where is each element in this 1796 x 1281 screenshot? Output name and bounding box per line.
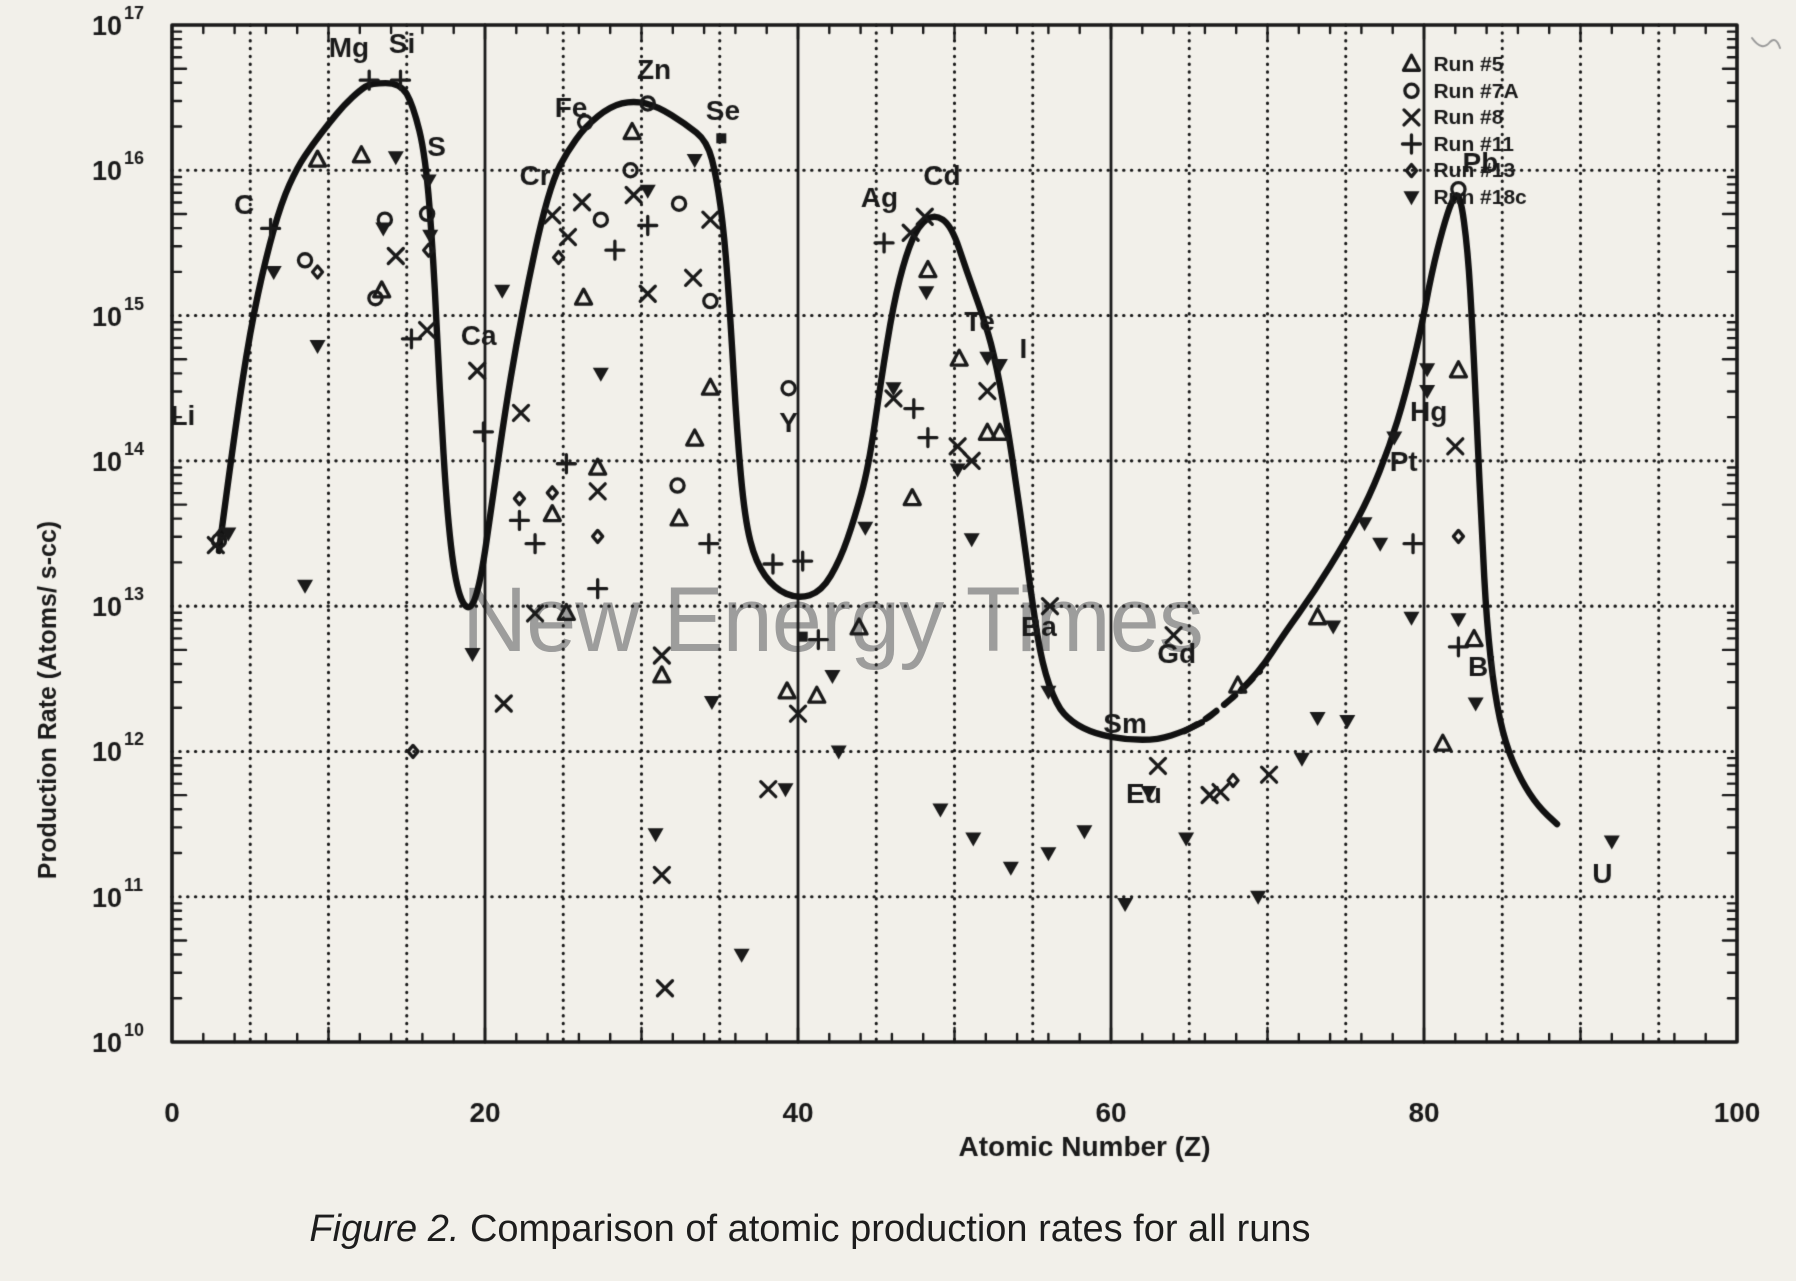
figure-caption: Figure 2. Comparison of atomic productio… xyxy=(0,1208,1620,1251)
figure-caption-number: Figure 2. xyxy=(309,1208,460,1250)
figure-caption-text: Comparison of atomic production rates fo… xyxy=(459,1208,1311,1250)
